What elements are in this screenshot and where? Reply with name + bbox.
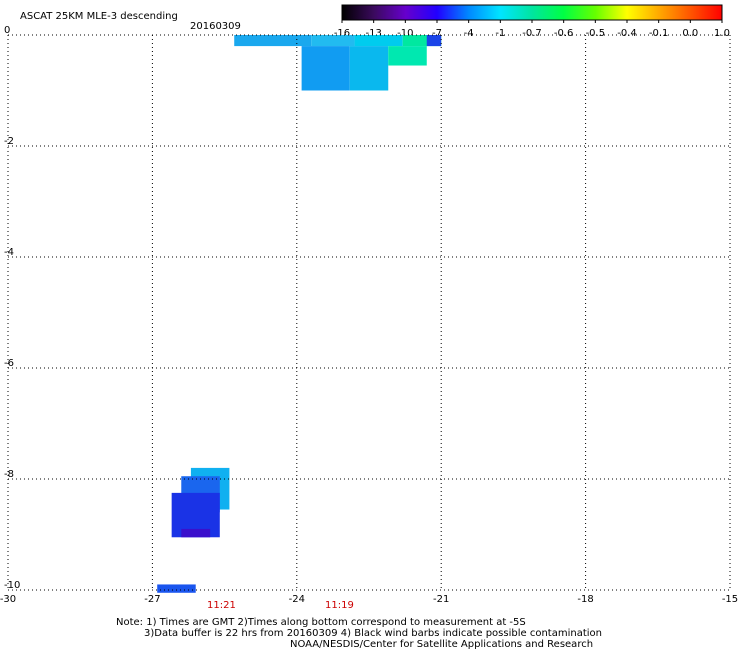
data-cell <box>388 46 427 66</box>
y-axis-ticks: 0 -2 -4 -6 -8 -10 <box>4 25 20 591</box>
product-title: ASCAT 25KM MLE-3 descending <box>20 11 178 22</box>
data-cell <box>349 46 389 91</box>
colorbar-label: 0.0 <box>682 28 698 39</box>
colorbar-label: -0.7 <box>522 28 542 39</box>
x-axis-ticks: -30 -27 -24 -21 -18 -15 <box>0 594 738 605</box>
y-tick-label: 0 <box>4 25 10 36</box>
data-cell <box>311 35 355 47</box>
x-tick-label: -21 <box>433 594 449 605</box>
y-tick-label: -8 <box>4 469 14 480</box>
colorbar-label: 1.0 <box>714 28 730 39</box>
data-cell <box>426 35 442 47</box>
y-tick-label: -4 <box>4 247 14 258</box>
data-cell <box>301 46 350 91</box>
colorbar-label: -0.4 <box>617 28 637 39</box>
colorbar-label: -13 <box>365 28 381 39</box>
time-label-1: 11:21 <box>207 600 236 611</box>
colorbar-label: -10 <box>397 28 413 39</box>
x-tick-label: -15 <box>722 594 738 605</box>
y-tick-label: -2 <box>4 136 14 147</box>
colorbar-label: -7 <box>432 28 442 39</box>
data-cell <box>402 35 442 47</box>
x-tick-label: -24 <box>289 594 305 605</box>
colorbar-label: -0.5 <box>586 28 606 39</box>
colorbar: -16 -13 -10 -7 -4 -1 -0.7 -0.6 -0.5 -0.4 -0.1 0.0 1.… <box>334 4 730 39</box>
x-tick-label: -18 <box>577 594 593 605</box>
product-date: 20160309 <box>190 21 241 32</box>
x-tick-label: -27 <box>144 594 160 605</box>
data-cell <box>354 35 403 47</box>
data-cell <box>181 528 211 538</box>
colorbar-label: -1 <box>495 28 505 39</box>
time-label-2: 11:19 <box>325 600 354 611</box>
data-cell <box>234 35 312 47</box>
colorbar-label: -4 <box>464 28 474 39</box>
colorbar-label: -16 <box>334 28 350 39</box>
note-line-2: 3)Data buffer is 22 hrs from 20160309 4)… <box>144 628 602 639</box>
data-cells <box>157 35 442 593</box>
colorbar-label: -0.1 <box>649 28 669 39</box>
colorbar-gradient <box>341 4 723 21</box>
y-tick-label: -6 <box>4 358 14 369</box>
colorbar-label: -0.6 <box>554 28 574 39</box>
x-tick-label: -30 <box>0 594 16 605</box>
map-grid <box>7 34 731 591</box>
y-tick-label: -10 <box>4 580 20 591</box>
note-line-1: Note: 1) Times are GMT 2)Times along bot… <box>116 617 526 628</box>
note-line-3: NOAA/NESDIS/Center for Satellite Applica… <box>290 639 594 650</box>
data-cell <box>157 584 196 593</box>
